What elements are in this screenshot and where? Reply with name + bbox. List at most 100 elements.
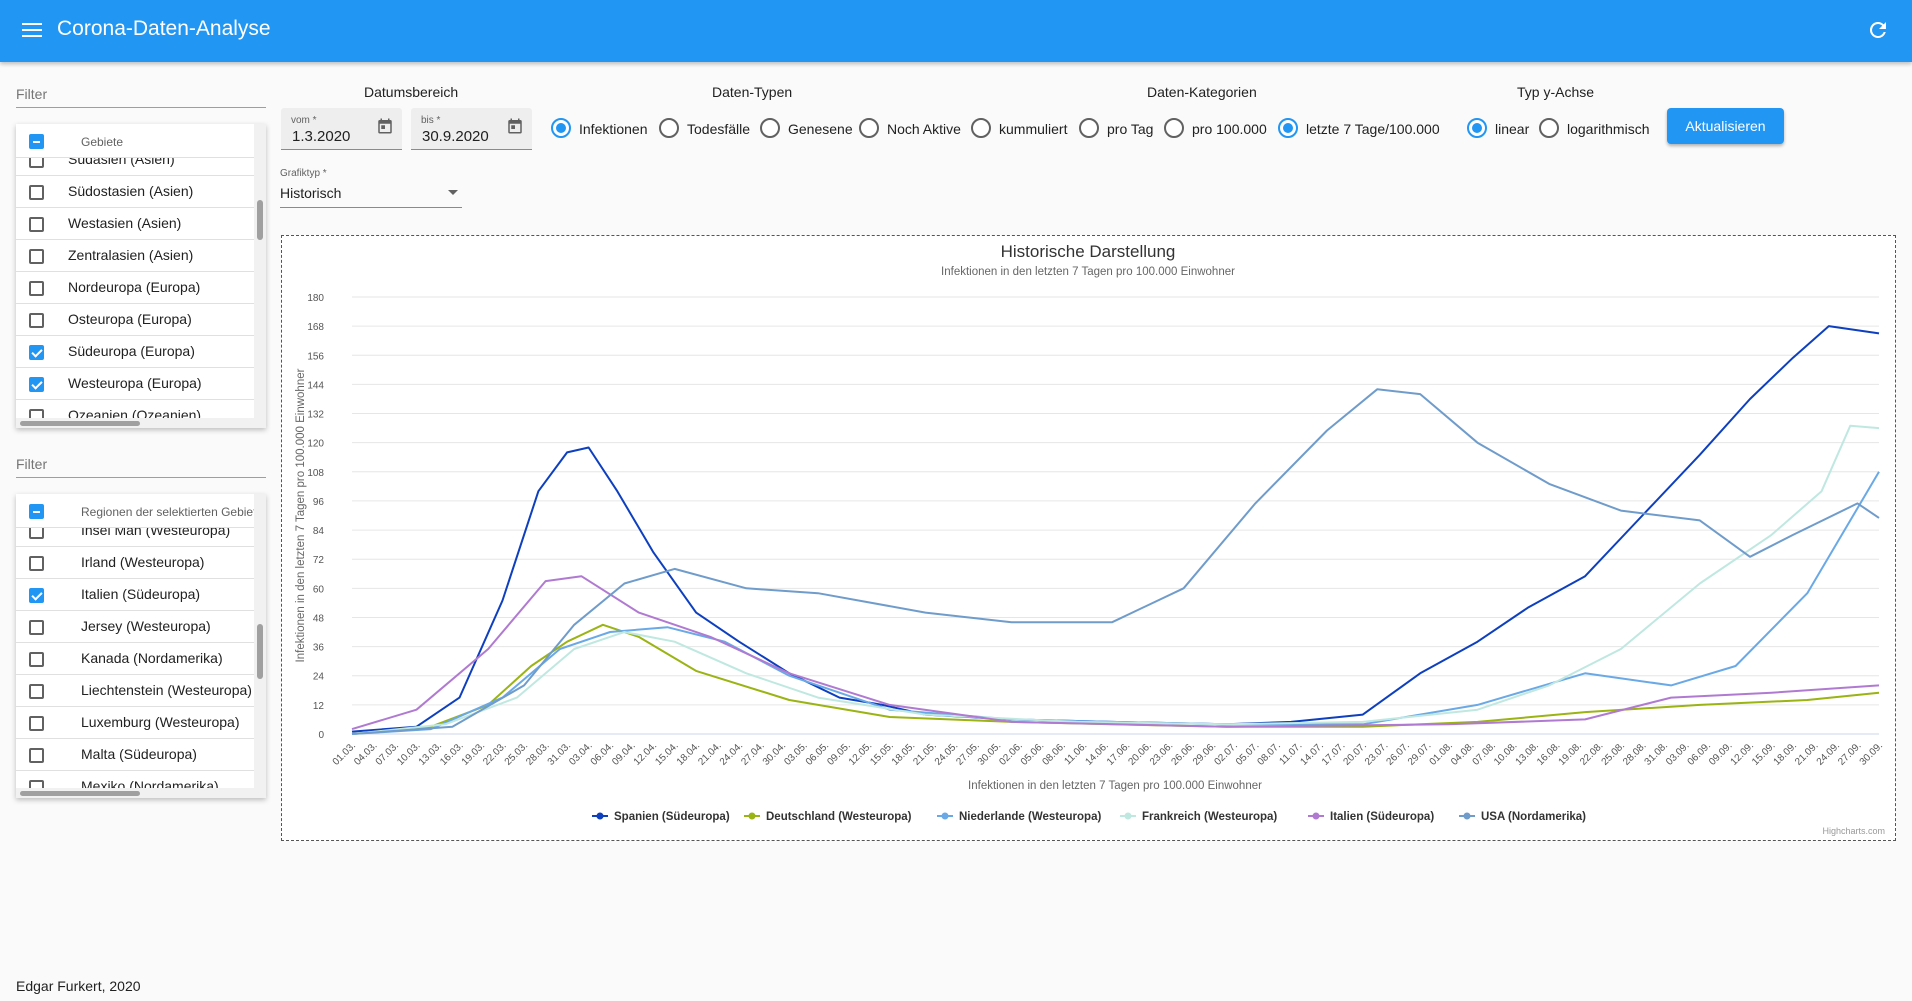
gebiete-item-label: Südostasien (Asien): [68, 183, 194, 199]
regionen-list-item[interactable]: Kanada (Nordamerika): [16, 643, 254, 675]
x-tick-label: 28.08.: [1621, 740, 1648, 767]
regionen-list-item[interactable]: Jersey (Westeuropa): [16, 611, 254, 643]
x-tick-label: 31.03.: [546, 740, 573, 767]
legend-marker: [596, 812, 604, 820]
radio-noch-aktive-label: Noch Aktive: [887, 121, 961, 137]
regionen-item-checkbox[interactable]: [29, 620, 44, 635]
regionen-horizontal-scrollbar[interactable]: [16, 788, 254, 798]
regionen-item-checkbox[interactable]: [29, 716, 44, 731]
datumsbereich-label: Datumsbereich: [364, 84, 459, 100]
gebiete-item-checkbox[interactable]: [29, 249, 44, 264]
gebiete-list-item[interactable]: Südostasien (Asien): [16, 176, 254, 208]
x-tick-label: 07.08.: [1471, 740, 1498, 767]
x-tick-label: 15.05.: [868, 740, 895, 767]
x-tick-label: 05.06.: [1019, 740, 1046, 767]
calendar-icon[interactable]: [506, 117, 524, 135]
date-from-label: vom *: [291, 115, 317, 126]
x-tick-label: 12.04.: [632, 740, 659, 767]
radio-pro-tag-label: pro Tag: [1107, 121, 1154, 137]
regionen-list-item[interactable]: Irland (Westeuropa): [16, 547, 254, 579]
date-from-field[interactable]: vom * 1.3.2020: [281, 108, 402, 150]
gebiete-list-item[interactable]: Osteuropa (Europa): [16, 304, 254, 336]
refresh-icon[interactable]: [1866, 18, 1890, 42]
y-tick-label: 24: [313, 672, 325, 683]
chart-container: Historische Darstellung Infektionen in de…: [281, 235, 1896, 841]
date-to-label: bis *: [421, 115, 441, 126]
regionen-list-item[interactable]: Malta (Südeuropa): [16, 739, 254, 771]
grafiktyp-select[interactable]: Grafiktyp * Historisch: [280, 166, 462, 208]
select-all-gebiete-checkbox[interactable]: [29, 134, 44, 149]
y-tick-label: 132: [307, 410, 324, 421]
x-tick-label: 31.08.: [1643, 740, 1670, 767]
regionen-item-label: Italien (Südeuropa): [81, 586, 201, 602]
x-tick-label: 18.09.: [1772, 740, 1799, 767]
gebiete-item-checkbox[interactable]: [29, 377, 44, 392]
gebiete-vertical-scrollbar[interactable]: [254, 124, 266, 428]
regionen-item-checkbox[interactable]: [29, 588, 44, 603]
legend-item-label: Deutschland (Westeuropa): [766, 811, 912, 823]
regionen-item-checkbox[interactable]: [29, 748, 44, 763]
aktualisieren-button[interactable]: Aktualisieren: [1667, 108, 1784, 144]
x-tick-label: 09.04.: [610, 740, 637, 767]
gebiete-item-label: Südeuropa (Europa): [68, 343, 195, 359]
gebiete-horizontal-scrollbar[interactable]: [16, 418, 254, 428]
regionen-item-checkbox[interactable]: [29, 684, 44, 699]
typ-y-achse-label: Typ y-Achse: [1517, 84, 1595, 100]
radio-todesfaelle-label: Todesfälle: [687, 121, 751, 137]
gebiete-list-item[interactable]: Westeuropa (Europa): [16, 368, 254, 400]
x-tick-label: 18.04.: [675, 740, 702, 767]
radio-logarithmisch-label: logarithmisch: [1567, 121, 1650, 137]
x-tick-label: 14.07.: [1298, 740, 1325, 767]
regionen-list-item[interactable]: Italien (Südeuropa): [16, 579, 254, 611]
gebiete-list-item[interactable]: Nordeuropa (Europa): [16, 272, 254, 304]
regionen-item-checkbox[interactable]: [29, 556, 44, 571]
chart-subtitle: Infektionen in den letzten 7 Tagen pro 1…: [941, 266, 1235, 278]
x-tick-label: 26.07.: [1385, 740, 1412, 767]
daten-typen-label: Daten-Typen: [712, 84, 793, 100]
regionen-vertical-scrollbar[interactable]: [254, 494, 266, 798]
gebiete-list-item[interactable]: Zentralasien (Asien): [16, 240, 254, 272]
gebiete-item-checkbox[interactable]: [29, 217, 44, 232]
gebiete-filter-input[interactable]: Filter: [16, 80, 266, 108]
regionen-list-header: Regionen der selektierten Gebiete: [16, 494, 263, 528]
menu-icon[interactable]: [22, 20, 42, 40]
regionen-filter-input[interactable]: Filter: [16, 450, 266, 478]
regionen-list-item[interactable]: Liechtenstein (Westeuropa): [16, 675, 254, 707]
calendar-icon[interactable]: [376, 117, 394, 135]
x-tick-label: 30.09.: [1858, 740, 1885, 767]
gebiete-filter-placeholder: Filter: [16, 86, 48, 102]
gebiete-item-label: Zentralasien (Asien): [68, 247, 194, 263]
gebiete-list-item[interactable]: Südeuropa (Europa): [16, 336, 254, 368]
x-tick-label: 10.03.: [395, 740, 422, 767]
gebiete-item-checkbox[interactable]: [29, 185, 44, 200]
y-tick-label: 168: [307, 322, 324, 333]
x-tick-label: 23.06.: [1148, 740, 1175, 767]
series-line-1: [351, 623, 1880, 735]
gebiete-item-checkbox[interactable]: [29, 345, 44, 360]
legend-item-label: USA (Nordamerika): [1481, 811, 1586, 823]
grafiktyp-label: Grafiktyp *: [280, 168, 327, 179]
x-tick-label: 23.07.: [1363, 740, 1390, 767]
radio-infektionen-label: Infektionen: [579, 121, 648, 137]
x-tick-label: 01.03.: [331, 740, 358, 767]
x-tick-label: 21.09.: [1793, 740, 1820, 767]
x-tick-label: 03.04.: [567, 740, 594, 767]
date-to-field[interactable]: bis * 30.9.2020: [411, 108, 532, 150]
x-tick-label: 16.08.: [1535, 740, 1562, 767]
y-tick-label: 0: [318, 730, 324, 741]
regionen-item-label: Kanada (Nordamerika): [81, 650, 223, 666]
regionen-header-label: Regionen der selektierten Gebiete: [81, 505, 264, 519]
select-all-regionen-checkbox[interactable]: [29, 504, 44, 519]
gebiete-item-label: Westeuropa (Europa): [68, 375, 202, 391]
gebiete-item-checkbox[interactable]: [29, 313, 44, 328]
regionen-list-item[interactable]: Luxemburg (Westeuropa): [16, 707, 254, 739]
x-tick-label: 20.06.: [1126, 740, 1153, 767]
gebiete-list-item[interactable]: Westasien (Asien): [16, 208, 254, 240]
regionen-list: Regionen der selektierten Gebiete Insel …: [16, 494, 266, 798]
gebiete-item-checkbox[interactable]: [29, 281, 44, 296]
gebiete-item-label: Westasien (Asien): [68, 215, 182, 231]
y-tick-label: 180: [307, 293, 324, 304]
x-tick-label: 30.04.: [761, 740, 788, 767]
x-tick-label: 29.06.: [1191, 740, 1218, 767]
regionen-item-checkbox[interactable]: [29, 652, 44, 667]
